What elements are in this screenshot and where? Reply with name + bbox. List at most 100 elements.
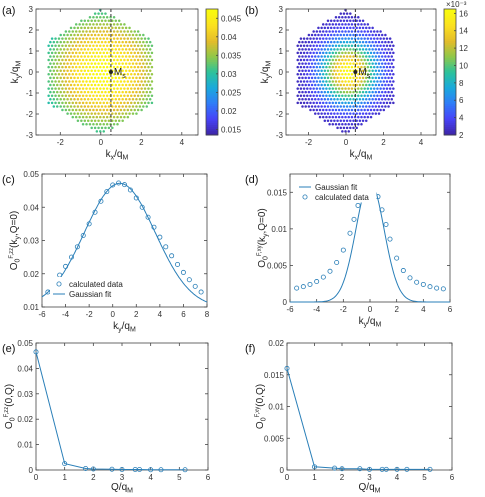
- heatmap-point: [105, 23, 109, 26]
- data-point: [139, 204, 145, 210]
- heatmap-point: [299, 80, 303, 83]
- heatmap-point: [95, 123, 99, 126]
- heatmap-point: [363, 23, 366, 26]
- heatmap-point: [78, 44, 81, 47]
- heatmap-point: [358, 48, 362, 51]
- heatmap-point: [112, 51, 116, 55]
- heatmap-point: [142, 90, 145, 94]
- heatmap-point: [80, 90, 83, 94]
- heatmap-point: [352, 48, 355, 51]
- heatmap-point: [357, 58, 360, 62]
- colorbar-segment: [444, 11, 456, 14]
- heatmap-point: [323, 112, 327, 115]
- heatmap-point: [81, 51, 85, 55]
- heatmap-point: [365, 62, 368, 65]
- heatmap-point: [133, 65, 136, 69]
- heatmap-point: [368, 26, 371, 30]
- heatmap-point: [358, 119, 362, 122]
- heatmap-point: [333, 98, 336, 101]
- colorbar-segment: [206, 130, 218, 134]
- heatmap-point: [369, 37, 373, 40]
- heatmap-point: [371, 33, 374, 37]
- heatmap-point: [68, 30, 71, 33]
- heatmap-point: [107, 126, 111, 130]
- heatmap-point: [150, 80, 154, 83]
- heatmap-point: [315, 30, 319, 33]
- data-point: [340, 247, 346, 253]
- y-tick-label: 2: [29, 26, 34, 35]
- heatmap-point: [112, 58, 116, 62]
- heatmap-point: [314, 112, 317, 115]
- heatmap-point: [358, 76, 362, 80]
- heatmap-point: [78, 94, 81, 97]
- heatmap-point: [69, 112, 73, 115]
- heatmap-point: [97, 105, 100, 108]
- heatmap-point: [329, 48, 333, 51]
- heatmap-point: [102, 65, 105, 69]
- colorbar-segment: [444, 78, 456, 81]
- heatmap-point: [105, 65, 109, 69]
- heatmap-point: [140, 108, 143, 112]
- heatmap-point: [388, 58, 392, 62]
- colorbar-segment: [206, 44, 218, 48]
- x-tick-label: -2: [57, 138, 65, 147]
- legend-box: [295, 179, 377, 203]
- heatmap-point: [344, 30, 347, 33]
- heatmap-point: [90, 26, 93, 30]
- heatmap-point: [329, 19, 333, 23]
- heatmap-point: [73, 83, 76, 87]
- colorbar-segment: [444, 114, 456, 117]
- heatmap-point: [296, 65, 299, 69]
- heatmap-point: [90, 83, 93, 87]
- heatmap-point: [355, 90, 358, 94]
- colorbar-segment: [206, 30, 218, 33]
- heatmap-point: [320, 55, 323, 58]
- colorbar-segment: [444, 57, 456, 60]
- heatmap-point: [107, 48, 111, 51]
- series-line: [35, 351, 186, 471]
- heatmap-point: [76, 90, 80, 94]
- heatmap-point: [371, 26, 374, 30]
- heatmap-point: [388, 65, 392, 69]
- colorbar-segment: [206, 38, 218, 41]
- heatmap-point: [342, 48, 346, 51]
- heatmap-point: [326, 83, 330, 87]
- heatmap-point: [61, 80, 64, 83]
- heatmap-point: [333, 33, 336, 37]
- heatmap-point: [377, 33, 381, 37]
- heatmap-point: [390, 62, 393, 65]
- heatmap-point: [99, 65, 102, 69]
- heatmap-point: [111, 33, 114, 37]
- heatmap-point: [345, 40, 349, 44]
- heatmap-point: [376, 80, 379, 83]
- heatmap-point: [92, 123, 95, 126]
- x-tick-label: 3: [367, 473, 372, 482]
- heatmap-point: [339, 83, 342, 87]
- colorbar-segment: [206, 9, 218, 12]
- colorbar-segment: [444, 30, 456, 33]
- heatmap-point: [361, 40, 365, 44]
- heatmap-point: [382, 87, 386, 90]
- heatmap-point: [331, 58, 335, 62]
- heatmap-point: [352, 33, 355, 37]
- heatmap-point: [349, 69, 352, 72]
- heatmap-point: [380, 83, 384, 87]
- heatmap-point: [76, 48, 80, 51]
- colorbar-segment: [444, 40, 456, 44]
- heatmap-point: [88, 123, 92, 126]
- x-tick-label: 0: [368, 305, 373, 314]
- heatmap-point: [349, 76, 352, 80]
- heatmap-point: [133, 94, 136, 97]
- heatmap-point: [372, 37, 376, 40]
- heatmap-point: [384, 83, 387, 87]
- heatmap-point: [387, 48, 390, 51]
- data-point: [186, 277, 192, 283]
- heatmap-point: [379, 80, 382, 83]
- heatmap-point: [133, 58, 136, 62]
- heatmap-point: [83, 119, 87, 122]
- heatmap-point: [62, 76, 66, 80]
- heatmap-point: [100, 12, 104, 15]
- colorbar-segment: [444, 122, 456, 125]
- heatmap-point: [363, 101, 366, 105]
- heatmap-point: [143, 58, 147, 62]
